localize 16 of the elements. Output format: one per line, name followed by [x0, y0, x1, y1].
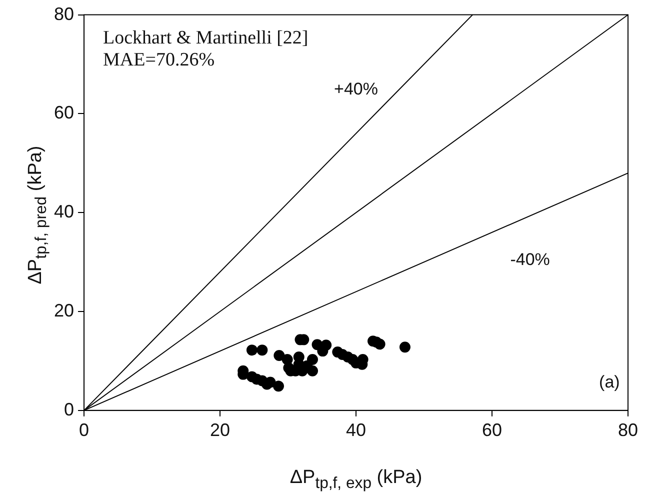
- x-tick-label: 0: [79, 420, 90, 440]
- x-tick-label: 60: [482, 420, 502, 440]
- x-tick-label: 20: [210, 420, 230, 440]
- x-tick-label: 80: [618, 420, 638, 440]
- x-tick-label: 40: [346, 420, 366, 440]
- annotation: +40%: [334, 80, 378, 99]
- y-tick-label: 40: [54, 202, 74, 222]
- x-axis-title: ΔP$_{tp,f, exp}$ (kPa): [290, 467, 422, 493]
- annotation: (a): [599, 372, 620, 392]
- y-tick-label: 0: [64, 399, 74, 420]
- text: MAE=70.26%: [103, 49, 215, 70]
- y-tick-label: 20: [54, 300, 74, 320]
- text: Lockhart & Martinelli [22]: [103, 27, 308, 48]
- y-tick-label: 60: [54, 102, 74, 123]
- annotation: -40%: [510, 250, 550, 269]
- y-tick-label: 80: [54, 4, 74, 24]
